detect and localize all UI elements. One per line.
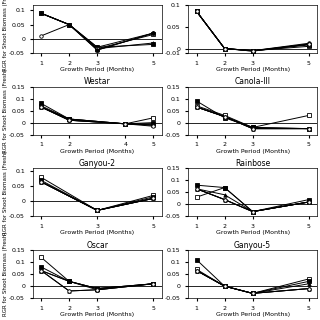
Title: Ganyou-2: Ganyou-2 — [79, 159, 116, 168]
Y-axis label: RGR for Shoot Biomass (Fresh): RGR for Shoot Biomass (Fresh) — [3, 0, 8, 71]
X-axis label: Growth Period (Months): Growth Period (Months) — [60, 149, 134, 154]
X-axis label: Growth Period (Months): Growth Period (Months) — [60, 67, 134, 72]
Y-axis label: RGR for Shoot Biomass (Fresh): RGR for Shoot Biomass (Fresh) — [3, 150, 8, 235]
X-axis label: Growth Period (Months): Growth Period (Months) — [216, 230, 290, 236]
Title: Ganyou-5: Ganyou-5 — [234, 241, 271, 250]
Title: Canola-III: Canola-III — [235, 77, 271, 86]
X-axis label: Growth Period (Months): Growth Period (Months) — [216, 149, 290, 154]
X-axis label: Growth Period (Months): Growth Period (Months) — [216, 67, 290, 72]
Title: Oscar: Oscar — [86, 241, 108, 250]
Y-axis label: RGR for Shoot Biomass (Fresh): RGR for Shoot Biomass (Fresh) — [3, 68, 8, 153]
X-axis label: Growth Period (Months): Growth Period (Months) — [216, 312, 290, 317]
X-axis label: Growth Period (Months): Growth Period (Months) — [60, 230, 134, 236]
Y-axis label: RGR for Shoot Biomass (Fresh): RGR for Shoot Biomass (Fresh) — [3, 232, 8, 316]
Title: Westar: Westar — [84, 77, 111, 86]
X-axis label: Growth Period (Months): Growth Period (Months) — [60, 312, 134, 317]
Title: Rainbose: Rainbose — [235, 159, 270, 168]
